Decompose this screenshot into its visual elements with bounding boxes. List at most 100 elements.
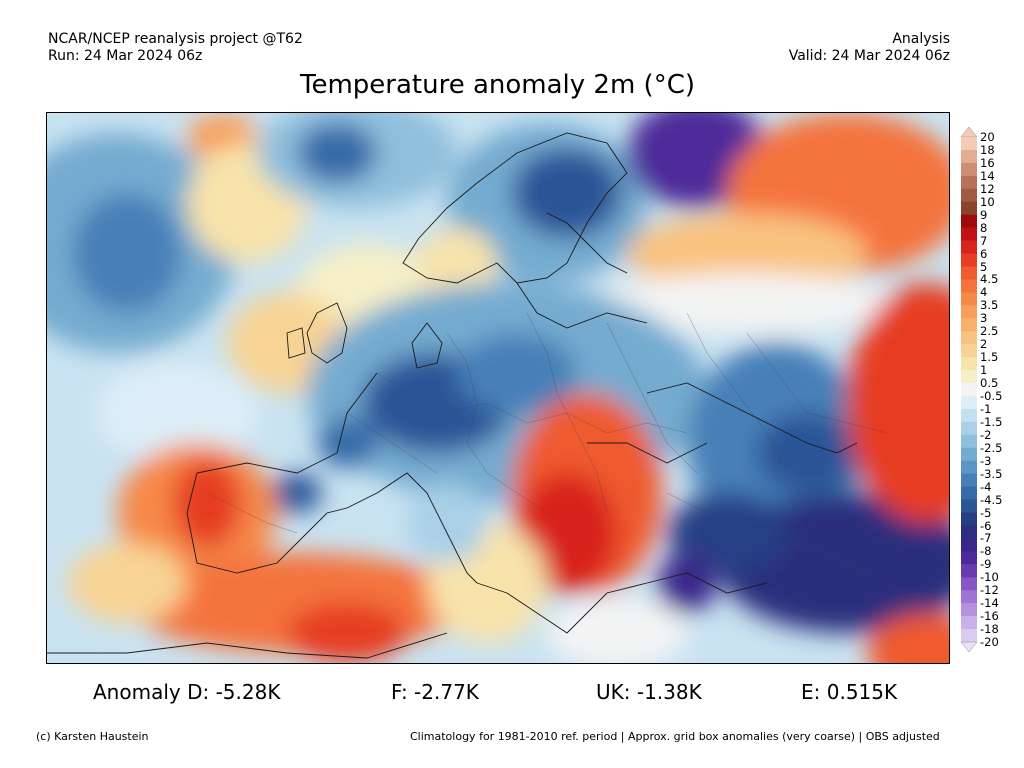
legend-swatch [961, 551, 977, 565]
climatology-note: Climatology for 1981-2010 ref. period | … [410, 730, 940, 743]
legend-swatch [961, 331, 977, 345]
legend-level-label: -2.5 [980, 440, 1003, 455]
legend-level-label: 4 [980, 285, 988, 300]
legend-level-label: -4.5 [980, 492, 1003, 507]
legend-swatch [961, 357, 977, 371]
coastlines [47, 132, 858, 659]
legend-level-label: -3 [980, 453, 992, 468]
legend-swatch [961, 512, 977, 526]
stat-uk: UK: -1.38K [596, 680, 702, 704]
legend-level-label: 0.5 [980, 376, 999, 390]
legend-swatch [961, 201, 977, 216]
legend-level-label: 1.5 [980, 350, 999, 365]
legend-level-label: 3.5 [980, 298, 999, 313]
stat-e: E: 0.515K [801, 680, 898, 704]
analysis-label: Analysis [892, 31, 950, 47]
legend-arrow-bottom [960, 641, 978, 652]
legend-swatch [961, 162, 977, 177]
legend-swatch [961, 137, 977, 151]
legend-swatch [961, 240, 977, 255]
legend-swatch [961, 538, 977, 552]
legend-level-label: -0.5 [980, 389, 1003, 403]
legend-level-label: -18 [980, 622, 999, 637]
legend-level-label: -12 [980, 583, 999, 598]
legend-colorbar [960, 127, 978, 652]
legend-level-label: 14 [980, 168, 995, 183]
legend-swatch [961, 577, 977, 591]
legend-swatch [961, 590, 977, 604]
legend-level-label: -14 [980, 596, 999, 611]
legend-swatch [961, 214, 977, 229]
legend-arrow-top [960, 127, 978, 138]
anomaly-map [46, 112, 950, 664]
legend-swatch [961, 421, 977, 436]
legend-level-label: -5 [980, 505, 992, 520]
legend-swatch [961, 447, 977, 462]
legend-swatch [961, 149, 977, 164]
legend-swatch [961, 383, 977, 397]
legend-swatch [961, 344, 977, 358]
legend-swatch [961, 292, 977, 306]
anomaly-field [47, 113, 949, 663]
legend-swatch [961, 370, 977, 384]
legend-level-label: -10 [980, 570, 999, 585]
legend-swatch [961, 616, 977, 630]
credit-label: (c) Karsten Haustein [36, 730, 149, 743]
legend-level-label: -1 [980, 401, 992, 416]
header-left: NCAR/NCEP reanalysis project @T62 Run: 2… [48, 31, 303, 65]
color-legend: 20 18 16 14 12 10 9 8 7 6 5 4.5 4 3.5 3 2.5 2 1.5 1 0.5 -0.5… [960, 127, 1024, 652]
legend-level-label: 3 [980, 311, 988, 326]
legend-swatch [961, 175, 977, 190]
legend-level-label: -9 [980, 557, 992, 572]
legend-level-label: -1.5 [980, 414, 1003, 429]
legend-swatch [961, 408, 977, 423]
legend-level-label: 2.5 [980, 324, 999, 339]
legend-swatch [961, 434, 977, 449]
legend-swatch [961, 279, 977, 293]
legend-swatch [961, 460, 977, 475]
run-label: Run: 24 Mar 2024 06z [48, 48, 203, 64]
map-title: Temperature anomaly 2m (°C) [300, 70, 695, 100]
legend-swatch [961, 266, 977, 280]
legend-swatch [961, 629, 977, 643]
legend-swatch [961, 499, 977, 514]
borders [206, 312, 888, 574]
legend-level-label: -3.5 [980, 466, 1003, 481]
legend-level-label: -2 [980, 427, 992, 442]
legend-swatch [961, 395, 977, 410]
legend-swatch [961, 253, 977, 267]
legend-level-label: 7 [980, 233, 988, 248]
legend-level-label: -6 [980, 518, 992, 533]
legend-level-label: 2 [980, 337, 988, 352]
legend-level-label: 10 [980, 194, 995, 209]
legend-level-label: 6 [980, 246, 988, 261]
legend-level-label: 9 [980, 207, 988, 222]
valid-label: Valid: 24 Mar 2024 06z [788, 48, 950, 64]
legend-level-label: 20 [980, 130, 995, 144]
legend-level-label: 18 [980, 142, 995, 157]
legend-swatch [961, 188, 977, 203]
legend-swatch [961, 603, 977, 617]
legend-level-label: -7 [980, 531, 992, 546]
legend-swatch [961, 525, 977, 539]
legend-level-label: 8 [980, 220, 988, 235]
legend-level-label: 12 [980, 181, 995, 196]
anomaly-blobs [47, 113, 949, 663]
legend-swatch [961, 227, 977, 242]
legend-swatch [961, 564, 977, 578]
legend-level-label: -16 [980, 609, 999, 624]
legend-swatch [961, 305, 977, 319]
stat-anomaly-d: Anomaly D: -5.28K [93, 680, 281, 704]
legend-level-label: 16 [980, 155, 995, 170]
legend-level-label: -4 [980, 479, 992, 494]
legend-swatch [961, 318, 977, 332]
legend-level-label: 5 [980, 259, 988, 274]
stat-f: F: -2.77K [391, 680, 479, 704]
legend-level-label: -20 [980, 635, 999, 649]
legend-level-label: -8 [980, 544, 992, 559]
legend-labels: 20 18 16 14 12 10 9 8 7 6 5 4.5 4 3.5 3 2.5 2 1.5 1 0.5 -0.5… [980, 127, 1024, 652]
legend-swatch [961, 473, 977, 488]
legend-level-label: 4.5 [980, 272, 999, 287]
legend-level-label: 1 [980, 363, 988, 378]
legend-swatch [961, 486, 977, 501]
